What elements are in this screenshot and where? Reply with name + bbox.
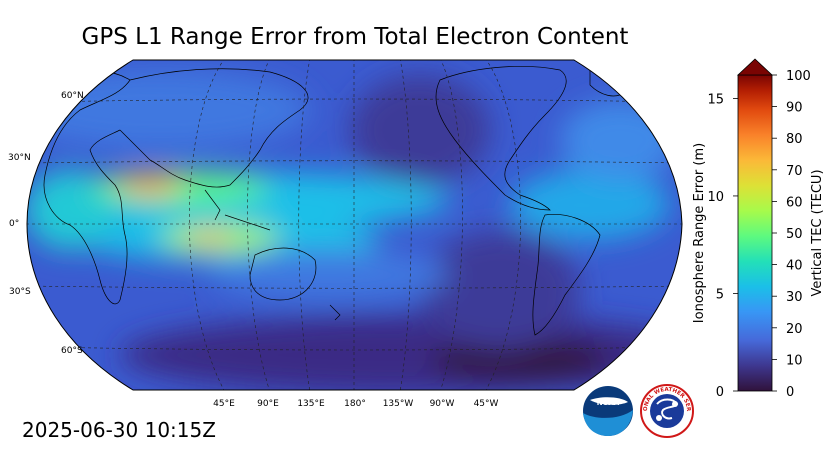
timestamp: 2025-06-30 10:15Z	[22, 418, 216, 442]
lon-label-45w: 45°W	[474, 399, 499, 409]
lon-label-90w: 90°W	[430, 399, 455, 409]
range-ticks: 0 5 10 15	[707, 92, 738, 400]
tec-tick-label: 60	[786, 195, 803, 210]
noaa-logo-text: NOAA	[597, 399, 620, 407]
tec-tick-label: 0	[786, 385, 794, 400]
tec-field	[27, 60, 682, 390]
tec-tick-label: 10	[786, 353, 803, 368]
tec-tick-label: 100	[786, 69, 811, 84]
lat-label-30n: 30°N	[8, 153, 31, 163]
lon-label-180: 180°	[344, 399, 366, 409]
tec-tick-label: 30	[786, 290, 803, 305]
lon-label-135e: 135°E	[297, 399, 325, 409]
range-tick-label: 10	[707, 190, 724, 205]
chart-title: GPS L1 Range Error from Total Electron C…	[81, 24, 629, 50]
colorbar-extend-arrow	[736, 58, 774, 76]
noaa-logo: NOAA	[583, 386, 633, 436]
tec-tick-label: 70	[786, 164, 803, 179]
colorbar-gradient	[737, 74, 773, 392]
lat-label-30s: 30°S	[9, 287, 31, 297]
tec-tick-label: 20	[786, 322, 803, 337]
colorbar: 0 10 20 30 40 50 60 70 80 90 100 0 5 10 15 Vertical T…	[692, 58, 825, 400]
range-tick-label: 5	[716, 287, 724, 302]
graticule	[27, 60, 682, 390]
tec-tick-label: 90	[786, 101, 803, 116]
tec-ticks: 0 10 20 30 40 50 60 70 80 90 100	[772, 69, 811, 400]
tec-tick-label: 80	[786, 132, 803, 147]
tec-tick-label: 40	[786, 259, 803, 274]
globe-outline	[26, 59, 683, 391]
range-tick-label: 0	[716, 385, 724, 400]
tec-axis-label: Vertical TEC (TECU)	[810, 169, 825, 296]
tec-tick-label: 50	[786, 227, 803, 242]
lon-label-45e: 45°E	[213, 399, 235, 409]
lat-label-eq: 0°	[9, 219, 19, 229]
lat-label-60n: 60°N	[61, 91, 84, 101]
range-tick-label: 15	[707, 92, 724, 107]
lon-label-90e: 90°E	[257, 399, 279, 409]
range-axis-label: Ionosphere Range Error (m)	[692, 143, 707, 323]
coastlines	[43, 64, 626, 336]
lon-label-135w: 135°W	[383, 399, 414, 409]
lat-label-60s: 60°S	[61, 346, 83, 356]
